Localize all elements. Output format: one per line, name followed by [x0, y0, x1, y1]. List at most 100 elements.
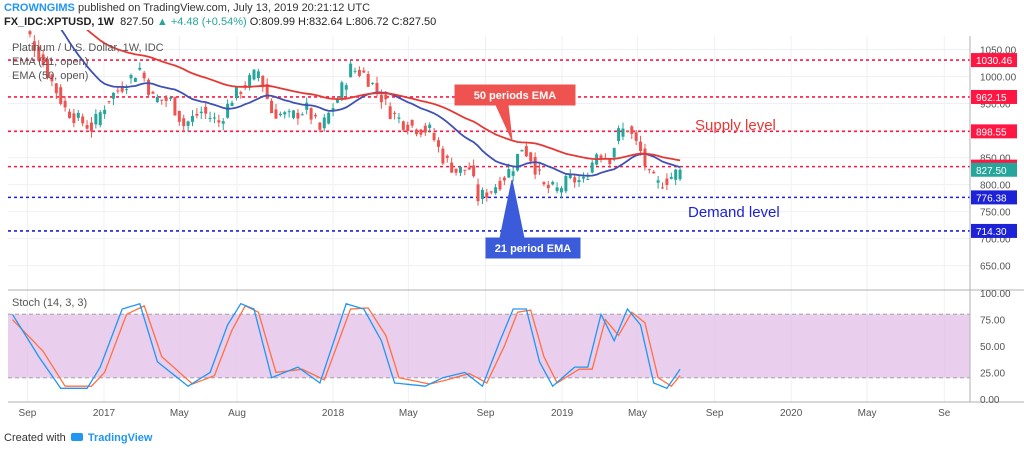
candle-body [573, 177, 577, 183]
candle-body [103, 109, 107, 115]
candle-body [630, 126, 634, 134]
candle-body [524, 146, 528, 157]
candle-body [480, 189, 484, 199]
author-name[interactable]: CROWNGIMS [4, 2, 75, 14]
candle-body [283, 112, 287, 115]
candle-body [678, 169, 682, 180]
candle-body [111, 92, 115, 99]
candle-body [212, 117, 216, 119]
stoch-k-line [11, 302, 681, 390]
candle-body [173, 97, 177, 116]
candle-body [129, 75, 133, 79]
candle-body [252, 69, 256, 80]
time-tick-label: May [399, 408, 418, 419]
candle-body [155, 96, 159, 103]
time-tick-label: 2017 [93, 408, 116, 419]
time-tick-label: Se [938, 408, 951, 419]
time-tick-label: May [628, 408, 647, 419]
candle-body [652, 171, 656, 174]
price-level-tag [971, 190, 1017, 205]
candle-body [559, 188, 563, 193]
candle-body [37, 46, 41, 61]
published-text: published on TradingView.com, July 13, 2… [77, 2, 371, 14]
candle-body [46, 59, 50, 78]
ema21-callout-text: 21 period EMA [495, 243, 571, 255]
candle-body [406, 124, 410, 131]
candle-body [138, 67, 142, 70]
candle-body [81, 116, 85, 124]
supply-level-label: Supply level [695, 117, 776, 134]
change-arrow-icon: ▲ [156, 16, 168, 28]
candle-body [85, 125, 89, 129]
ema21-legend[interactable]: EMA (21, open) [12, 56, 88, 68]
ema-lines [60, 30, 681, 177]
candle-body [384, 94, 388, 100]
candle-body [195, 113, 199, 116]
candle-body [454, 168, 458, 173]
candle-body [125, 89, 129, 91]
candle-body [577, 180, 581, 183]
price-level-tag [971, 124, 1017, 139]
candle-body [318, 122, 322, 130]
candle-body [309, 108, 313, 120]
candle-body [581, 176, 585, 179]
footer: Created with TradingView [4, 432, 152, 444]
candle-body [190, 115, 194, 122]
candle-body [489, 191, 493, 193]
price-chart[interactable]: 1050.001000.00950.00900.00850.00800.0075… [0, 30, 1024, 430]
candle-body [164, 97, 168, 101]
stoch-tick-label: 25.00 [980, 368, 1005, 379]
candle-body [472, 165, 476, 177]
tradingview-link[interactable]: TradingView [87, 432, 153, 444]
candle-body [142, 72, 146, 79]
candle-body [463, 169, 467, 171]
candle-body [476, 184, 480, 202]
candle-body [89, 122, 93, 132]
candle-body [467, 167, 471, 170]
candle-body [221, 121, 225, 124]
candle-body [204, 106, 208, 114]
time-tick-label: 2019 [551, 408, 574, 419]
candle-body [208, 117, 212, 119]
time-tick-label: May [170, 408, 189, 419]
candle-body [182, 118, 186, 127]
stoch-title[interactable]: Stoch (14, 3, 3) [12, 297, 87, 309]
candle-body [54, 83, 58, 94]
publish-line: CROWNGIMS published on TradingView.com, … [4, 2, 370, 14]
candle-body [419, 129, 423, 135]
candle-body [617, 128, 621, 142]
candle-body [147, 79, 151, 95]
candle-body [401, 121, 405, 130]
candle-body [520, 149, 524, 152]
current-price-tag [971, 162, 1017, 177]
candle-body [287, 111, 291, 113]
tradingview-logo-icon [70, 433, 83, 441]
candle-body [546, 184, 550, 189]
price-level-labels: 1030.46962.15898.55833.28776.38714.30827… [971, 53, 1017, 238]
candle-body [50, 74, 54, 82]
candle-body [674, 169, 678, 180]
time-tick-label: 2020 [780, 408, 803, 419]
candle-body [625, 130, 629, 132]
candle-body [226, 103, 230, 118]
stoch-tick-label: 75.00 [980, 316, 1005, 327]
ema50-legend[interactable]: EMA (50, open) [12, 70, 88, 82]
price-level-tag [971, 223, 1017, 238]
candle-body [239, 92, 243, 94]
candle-body [590, 162, 594, 173]
stoch-tick-label: 0.00 [980, 395, 1000, 406]
candle-body [410, 119, 414, 126]
candle-body [656, 180, 660, 183]
ema21-callout-box [485, 179, 581, 259]
time-tick-label: Sep [706, 408, 724, 419]
candle-body [169, 97, 173, 99]
chart-header: CROWNGIMS published on TradingView.com, … [0, 0, 1024, 30]
demand-level-label: Demand level [688, 204, 780, 221]
candle-body [428, 124, 432, 129]
candle-body [41, 54, 45, 66]
stoch-tick-label: 50.00 [980, 342, 1005, 353]
symbol-line: FX_IDC:XPTUSD, 1W 827.50 ▲ +4.48 (+0.54%… [4, 16, 436, 28]
candle-body [313, 115, 317, 117]
candle-body [498, 180, 502, 190]
annotations: 50 periods EMA 21 period EMA Supply level D… [454, 84, 780, 259]
